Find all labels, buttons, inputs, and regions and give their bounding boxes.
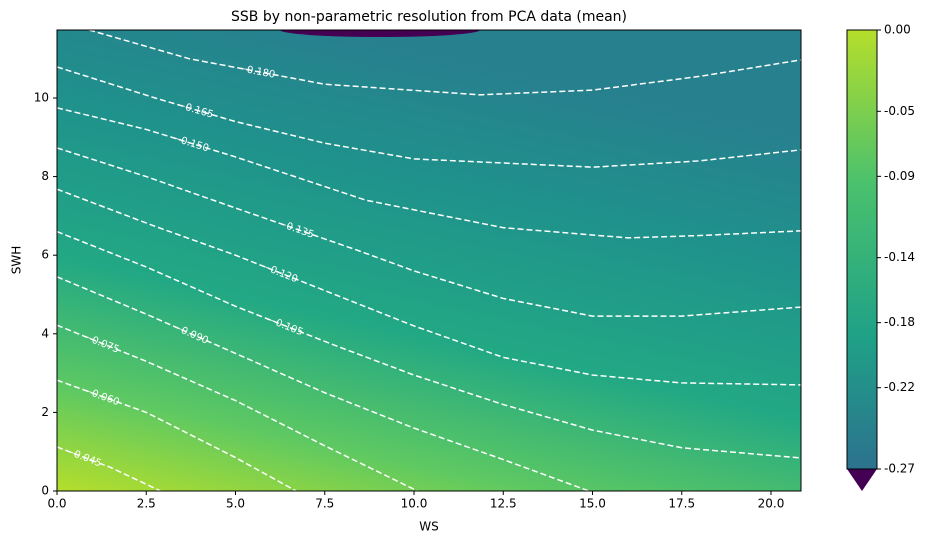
colorbar-tick-label: -0.22 [884, 380, 915, 394]
x-tick-label: 2.5 [137, 497, 156, 511]
x-tick-label: 15.0 [579, 497, 606, 511]
chart-title: SSB by non-parametric resolution from PC… [231, 9, 627, 25]
colorbar-tick-label: -0.05 [884, 104, 915, 118]
y-tick-label: 2 [41, 405, 49, 419]
colorbar-tick-label: -0.09 [884, 169, 915, 183]
y-tick-label: 10 [34, 90, 49, 104]
y-tick-label: 0 [41, 484, 49, 498]
contour-line [57, 230, 801, 459]
contour-line [57, 379, 297, 491]
colorbar-tick-label: 0.00 [884, 23, 911, 37]
colorbar-frame [846, 29, 878, 470]
x-tick-label: 5.0 [226, 497, 245, 511]
x-tick-label: 7.5 [315, 497, 334, 511]
contour-line [57, 188, 801, 386]
contour-line [57, 324, 418, 491]
colorbar-tick-label: -0.14 [884, 250, 915, 264]
colorbar-extension [847, 469, 877, 491]
colorbar-tick-label: -0.27 [884, 462, 915, 476]
contour-line [57, 446, 161, 491]
colorbar [847, 30, 877, 469]
contour-line [57, 276, 590, 491]
x-tick-label: 0.0 [47, 497, 66, 511]
contour-line [57, 147, 801, 317]
y-tick-label: 8 [41, 169, 49, 183]
extreme-region [280, 30, 480, 37]
contour-line [57, 107, 801, 239]
x-tick-label: 20.0 [758, 497, 785, 511]
x-axis-label: WS [419, 520, 438, 534]
y-tick-label: 6 [41, 248, 49, 262]
x-tick-label: 17.5 [668, 497, 695, 511]
contour-line [88, 30, 801, 96]
y-axis-label: SWH [10, 246, 24, 275]
colorbar-tick-label: -0.18 [884, 315, 915, 329]
contour-lines [57, 30, 801, 491]
x-tick-label: 12.5 [490, 497, 517, 511]
y-tick-label: 4 [41, 326, 49, 340]
plot-frame [56, 29, 802, 492]
contour-field [57, 30, 801, 491]
x-tick-label: 10.0 [401, 497, 428, 511]
